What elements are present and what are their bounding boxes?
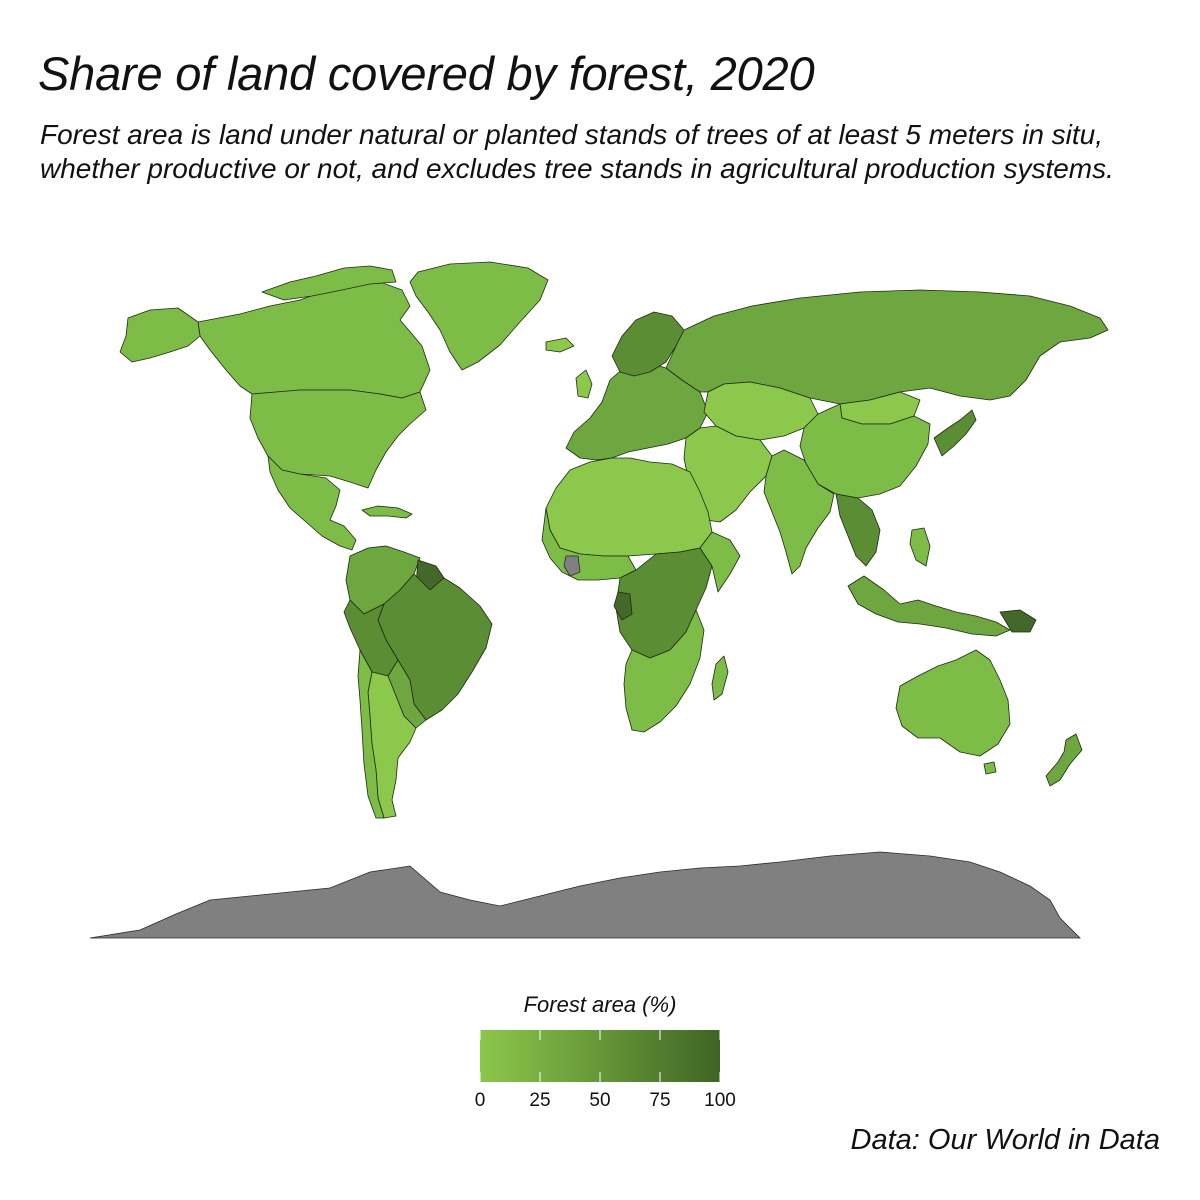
region-arctic-islands	[261, 265, 397, 301]
region-indonesia	[847, 575, 1011, 637]
legend-color-bar	[480, 1030, 720, 1082]
region-north-africa	[545, 457, 713, 557]
region-antarctica	[89, 851, 1081, 939]
legend-tick-label: 0	[474, 1090, 486, 1111]
legend-tick-label: 50	[589, 1090, 611, 1111]
world-map	[89, 261, 1109, 939]
region-australia	[895, 649, 1011, 757]
region-cote-divoire	[563, 555, 581, 577]
legend-tick-label: 25	[529, 1090, 551, 1111]
region-british-isles	[545, 337, 593, 399]
region-east-africa	[699, 531, 741, 593]
region-philippines	[909, 527, 931, 567]
region-chile	[357, 649, 385, 819]
region-europe	[565, 361, 709, 461]
legend-tick-label: 75	[649, 1090, 671, 1111]
region-papua-new-guinea	[999, 609, 1037, 633]
legend-tick-label: 100	[704, 1090, 736, 1111]
region-india	[763, 449, 835, 575]
region-japan	[933, 409, 977, 457]
region-tasmania	[983, 761, 997, 775]
chart-subtitle: Forest area is land under natural or pla…	[40, 119, 1114, 184]
region-new-zealand	[1045, 733, 1083, 787]
legend-tick-marks	[480, 1030, 720, 1082]
region-southeast-asia	[835, 493, 881, 567]
legend-tick-labels: 0 25 50 75 100	[475, 1090, 736, 1120]
region-gabon	[613, 591, 633, 621]
legend-title: Forest area (%)	[523, 992, 677, 1017]
region-southern-africa	[623, 609, 705, 733]
source-caption: Data: Our World in Data	[850, 1124, 1160, 1156]
region-canada	[197, 281, 431, 399]
region-madagascar	[711, 655, 729, 701]
region-alaska	[119, 307, 201, 363]
chart-title: Share of land covered by forest, 2020	[38, 47, 815, 100]
region-greenland	[409, 261, 549, 371]
region-mexico	[267, 455, 357, 551]
region-caribbean	[361, 505, 413, 519]
